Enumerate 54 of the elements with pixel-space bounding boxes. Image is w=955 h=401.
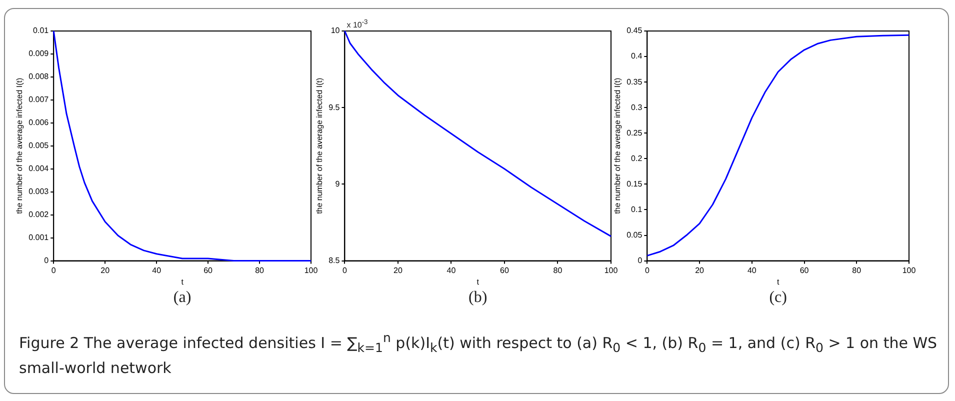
x-tick-label: 60 bbox=[800, 266, 810, 275]
y-tick-label: 0.005 bbox=[28, 141, 50, 150]
x-tick-label: 100 bbox=[604, 266, 618, 275]
text: (b) bbox=[468, 289, 488, 307]
y-axis-title: the number of the average infected I(t) bbox=[15, 78, 24, 214]
x-tick-label: 40 bbox=[152, 266, 162, 275]
x-axis-title: t bbox=[776, 277, 780, 286]
x-tick-label: 60 bbox=[204, 266, 214, 275]
x-tick-label: 0 bbox=[644, 266, 650, 275]
y-tick-label: 0.008 bbox=[28, 72, 50, 82]
x-tick-label: 40 bbox=[747, 266, 757, 275]
y-tick-label: 0.25 bbox=[626, 128, 643, 138]
y-tick-label: 0.35 bbox=[626, 77, 643, 86]
x-tick-label: 100 bbox=[304, 266, 318, 275]
x-tick-label: 0 bbox=[342, 266, 348, 275]
y-tick-label: 0.05 bbox=[626, 230, 643, 240]
y-axis-title: the number of the average infected I(t) bbox=[613, 78, 622, 214]
y-tick-label: 10 bbox=[330, 26, 340, 36]
y-tick-label: 0.4 bbox=[631, 52, 643, 61]
y-tick-label: 0.003 bbox=[28, 187, 50, 196]
y-tick-label: 0 bbox=[44, 256, 50, 266]
y-tick-label: 0.45 bbox=[626, 26, 643, 36]
x-axis-title: t bbox=[476, 277, 480, 286]
y-tick-label: 8.5 bbox=[328, 256, 340, 266]
y-tick-label: 0.009 bbox=[28, 49, 50, 58]
y-tick-label: 9 bbox=[335, 179, 340, 188]
y-tick-label: 0.15 bbox=[626, 179, 643, 188]
y-tick-label: 0.2 bbox=[631, 154, 643, 163]
y-tick-label: 0.3 bbox=[631, 102, 643, 112]
x-tick-label: 0 bbox=[51, 266, 56, 275]
y-tick-label: 0.001 bbox=[28, 233, 50, 242]
x-tick-label: 20 bbox=[100, 266, 110, 275]
y-tick-label: 0.006 bbox=[28, 118, 50, 128]
x-axis-title: t bbox=[181, 277, 184, 286]
y-tick-label: 0 bbox=[638, 256, 643, 266]
y-axis-title: the number of the average infected I(t) bbox=[315, 78, 324, 214]
text: (a) bbox=[172, 289, 192, 307]
x-tick-label: 60 bbox=[500, 266, 510, 275]
y-tick-label: 0.002 bbox=[28, 210, 50, 220]
y-tick-label: 9.5 bbox=[328, 102, 340, 112]
text: (c) bbox=[768, 289, 788, 307]
x-tick-label: 20 bbox=[394, 266, 403, 275]
x-tick-label: 80 bbox=[852, 266, 862, 275]
x-tick-label: 20 bbox=[695, 266, 705, 275]
x-tick-label: 100 bbox=[902, 266, 916, 275]
text: Figure 2 The average infected densities I = ∑$_{k=1}$$^{n}$ p(k)I$_{k}$(t) with respect to (a) R$_{0}$ < 1, (b) R$_{0}$ = 1, and (c) R$_{0}$ > 1 on the WS small-world network bbox=[19, 330, 938, 377]
y-tick-label: 0.007 bbox=[28, 95, 50, 104]
y-tick-label: 0.01 bbox=[33, 26, 50, 36]
x-tick-label: 80 bbox=[255, 266, 265, 275]
x-tick-label: 80 bbox=[553, 266, 563, 275]
text: x 10$^{-3}$ bbox=[346, 19, 368, 30]
x-tick-label: 40 bbox=[446, 266, 456, 275]
y-tick-label: 0.1 bbox=[631, 204, 643, 214]
y-tick-label: 0.004 bbox=[28, 164, 50, 174]
